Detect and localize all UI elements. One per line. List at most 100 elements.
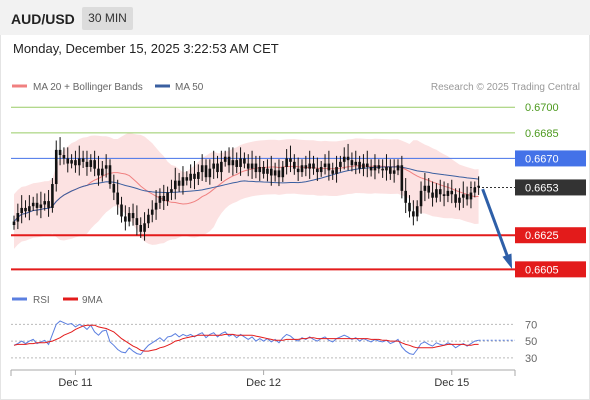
candle-body xyxy=(362,163,365,169)
candle-body xyxy=(193,173,196,179)
candle-body xyxy=(319,166,323,173)
candle-body xyxy=(66,158,70,164)
rsi-legend-label: RSI xyxy=(33,295,50,306)
candle-body xyxy=(16,213,20,222)
candle-body xyxy=(58,149,62,156)
rsi-tick-50: 50 xyxy=(525,336,537,348)
x-tick-label: Dec 11 xyxy=(58,377,92,389)
candle-body xyxy=(62,155,66,159)
candle-body xyxy=(131,213,135,219)
candle-body xyxy=(243,158,246,164)
research-credit: Research © 2025 Trading Central xyxy=(431,82,580,93)
candle-body xyxy=(412,211,415,217)
candle-body xyxy=(185,177,189,181)
candle-body xyxy=(435,189,438,198)
candle-body xyxy=(104,165,108,169)
candle-body xyxy=(162,195,166,202)
candle-body xyxy=(112,184,116,193)
candle-body xyxy=(408,202,411,212)
candle-body xyxy=(204,165,208,178)
interval-button[interactable]: 30 MIN xyxy=(82,7,133,30)
candle-body xyxy=(89,160,93,167)
candle-body xyxy=(293,161,296,169)
timestamp-text: Monday, December 15, 2025 3:22:53 AM CET xyxy=(13,41,279,56)
candle-body xyxy=(31,202,35,207)
candle-body xyxy=(400,165,404,191)
candle-body xyxy=(300,165,304,173)
candle-body xyxy=(438,189,442,195)
candle-body xyxy=(158,195,162,203)
candle-body xyxy=(81,158,85,162)
candle-body xyxy=(392,170,396,174)
candle-body xyxy=(135,218,139,225)
candle-body xyxy=(235,160,239,167)
candle-body xyxy=(350,160,354,166)
candle-body xyxy=(28,206,31,212)
candle-body xyxy=(454,194,457,203)
candle-body xyxy=(339,161,342,167)
rsi-tick-70: 70 xyxy=(525,319,537,331)
candle-body xyxy=(431,192,434,198)
candle-body xyxy=(239,158,242,167)
candle-body xyxy=(266,168,269,174)
level-0-6625-tag xyxy=(515,227,586,244)
candle-body xyxy=(231,160,235,166)
candle-body xyxy=(323,163,327,167)
candle-body xyxy=(296,168,300,173)
x-axis: Dec 11 Dec 12 Dec 15 xyxy=(10,369,516,389)
level-0-6653-tag xyxy=(515,179,586,196)
candle-body xyxy=(35,202,39,208)
x-tick-label: Dec 12 xyxy=(246,377,281,389)
candle-body xyxy=(197,172,200,179)
x-tick-label: Dec 15 xyxy=(434,377,469,389)
candle-body xyxy=(316,168,319,173)
candle-body xyxy=(358,161,361,169)
candle-body xyxy=(220,161,223,173)
candle-body xyxy=(77,158,81,166)
ma50-legend-label: MA 50 xyxy=(175,82,204,93)
forecast-arrow-layer xyxy=(481,188,513,269)
level-0-6670-tag xyxy=(515,150,586,167)
candle-body xyxy=(43,201,47,205)
candle-body xyxy=(166,192,169,202)
candle-body xyxy=(70,160,73,164)
candle-body xyxy=(85,161,89,167)
rsi-ma-legend-label: 9MA xyxy=(82,295,103,306)
candle-body xyxy=(289,158,292,162)
candle-body xyxy=(389,166,392,174)
candle-body xyxy=(273,170,277,176)
candle-body xyxy=(369,166,373,171)
candle-body xyxy=(124,216,127,222)
candle-body xyxy=(200,165,204,173)
candle-body xyxy=(373,165,377,171)
candle-body xyxy=(216,163,219,173)
forecast-arrow-shaft xyxy=(481,188,512,264)
candle-body xyxy=(404,190,407,203)
level-0-6605-label: 0.6605 xyxy=(525,264,559,276)
candle-body xyxy=(442,194,446,196)
level-0-6700-label: 0.6700 xyxy=(525,102,559,114)
candle-body xyxy=(208,168,212,178)
candle-body xyxy=(308,163,311,169)
candle-body xyxy=(285,158,288,167)
candle-body xyxy=(331,170,335,174)
candle-body xyxy=(227,156,231,166)
candle-body xyxy=(354,161,358,166)
candle-body xyxy=(39,204,43,208)
rsi-ma-line xyxy=(13,324,479,352)
candle-body xyxy=(250,163,254,169)
candle-body xyxy=(423,185,427,191)
bollinger-band-area xyxy=(14,132,479,249)
candle-body xyxy=(147,214,150,224)
candle-body xyxy=(24,207,27,212)
candle-body xyxy=(304,165,308,169)
chart-legend: MA 20 + Bollinger Bands MA 50 Research ©… xyxy=(12,82,580,93)
candle-body xyxy=(51,184,54,208)
candle-body xyxy=(458,197,461,203)
candle-body xyxy=(170,189,173,193)
candle-body xyxy=(97,168,100,176)
candle-body xyxy=(93,160,96,169)
candle-body xyxy=(254,163,258,173)
candle-body xyxy=(419,190,423,207)
candle-body xyxy=(427,185,431,193)
